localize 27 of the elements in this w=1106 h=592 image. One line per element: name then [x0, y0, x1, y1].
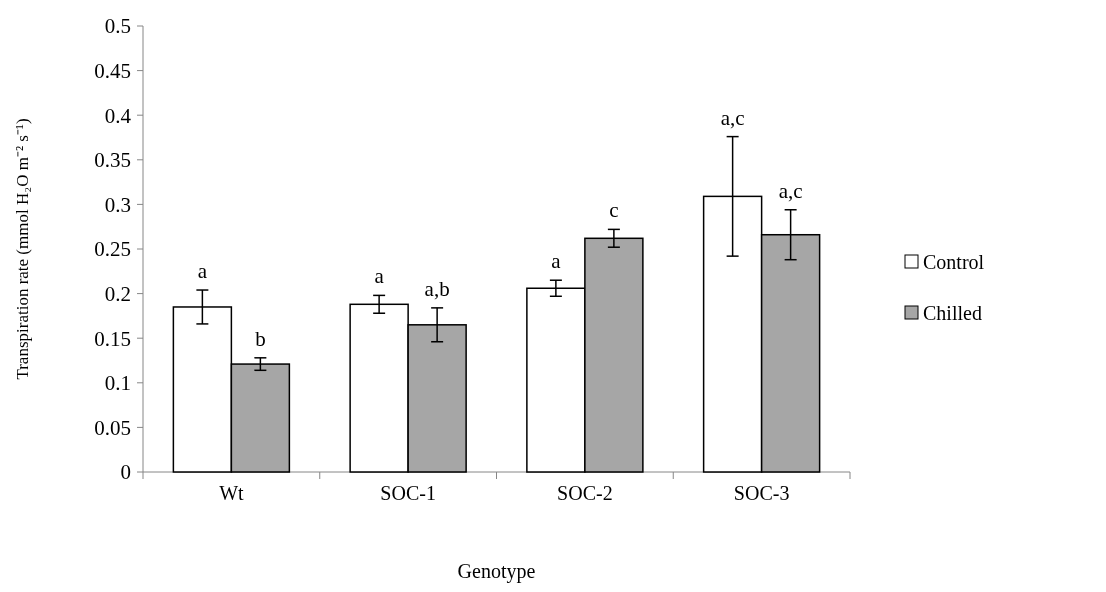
y-tick-label: 0.5: [104, 14, 131, 39]
x-tick-label: SOC-3: [733, 482, 790, 504]
annotation: b: [255, 326, 266, 351]
y-tick-label: 0.35: [94, 148, 131, 173]
x-tick-label: SOC-1: [380, 482, 436, 504]
y-tick-label: 0.3: [104, 192, 131, 217]
y-tick-label: 0.2: [104, 281, 131, 306]
annotation: a: [374, 264, 385, 289]
y-tick-label: 0.25: [94, 237, 131, 262]
annotation: a,c: [720, 105, 745, 130]
annotation: a,b: [424, 276, 450, 301]
y-tick-label: 0.15: [94, 326, 131, 351]
y-axis-title: Transpiration rate (mmol H₂O m⁻² s⁻¹): [13, 118, 32, 380]
x-axis-title: Genotype: [457, 560, 536, 583]
annotation: a: [197, 259, 208, 284]
y-tick-label: 0.4: [104, 103, 132, 128]
annotation: c: [609, 198, 619, 223]
legend-label: Chilled: [923, 302, 982, 324]
y-tick-label: 0.05: [94, 415, 131, 440]
legend-label: Control: [923, 251, 985, 273]
annotation: a: [551, 249, 562, 274]
y-tick-label: 0.1: [104, 371, 131, 396]
x-tick-label: SOC-2: [557, 482, 613, 504]
x-tick-label: Wt: [219, 482, 245, 504]
annotation: a,c: [778, 178, 803, 203]
y-tick-label: 0.45: [94, 58, 131, 83]
y-tick-label: 0: [120, 460, 131, 485]
